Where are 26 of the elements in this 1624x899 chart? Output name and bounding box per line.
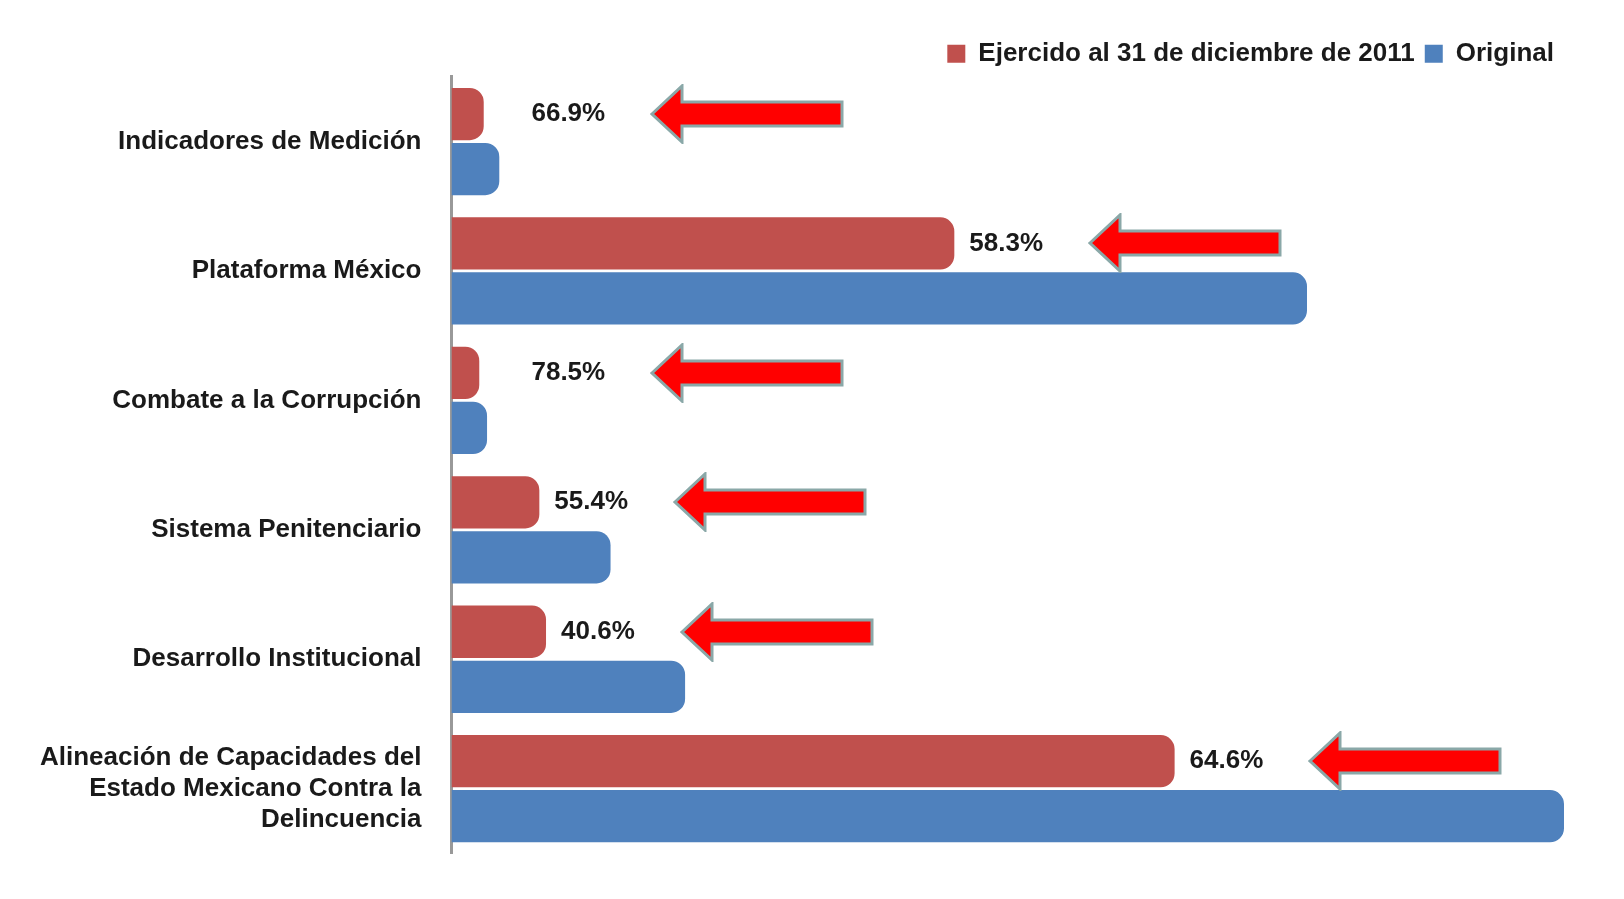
bar [451,476,540,529]
annotation: 78.5% [531,356,606,387]
y-tick-label: Combate a la Corrupción [112,383,422,414]
y-tick-label: Indicadores de Medición [118,124,422,155]
legend-label: Original [1455,36,1555,67]
bar [451,531,611,584]
bar [451,401,488,455]
y-tick-label: Desarrollo Institucional [132,642,422,673]
bar [451,217,955,270]
annotation: 64.6% [1189,744,1264,775]
annotation: 58.3% [969,226,1044,257]
bar [451,87,484,141]
bar [451,346,480,400]
bar [451,660,686,713]
bar [451,272,1307,325]
y-tick-label: Alineación de Capacidades del Estado Mexicano Contra la Delincuencia [39,740,422,834]
bar [451,735,1175,788]
bar [451,605,547,658]
annotation: 40.6% [561,614,635,645]
bar [451,142,500,196]
annotation: 55.4% [554,485,629,516]
y-tick-label: Plataforma México [191,254,422,285]
bar [451,790,1564,843]
legend-label: Ejercido al 31 de diciembre de 2011 [978,36,1415,67]
y-tick-label: Sistema Penitenciario [151,512,422,543]
annotation: 66.9% [531,97,606,128]
